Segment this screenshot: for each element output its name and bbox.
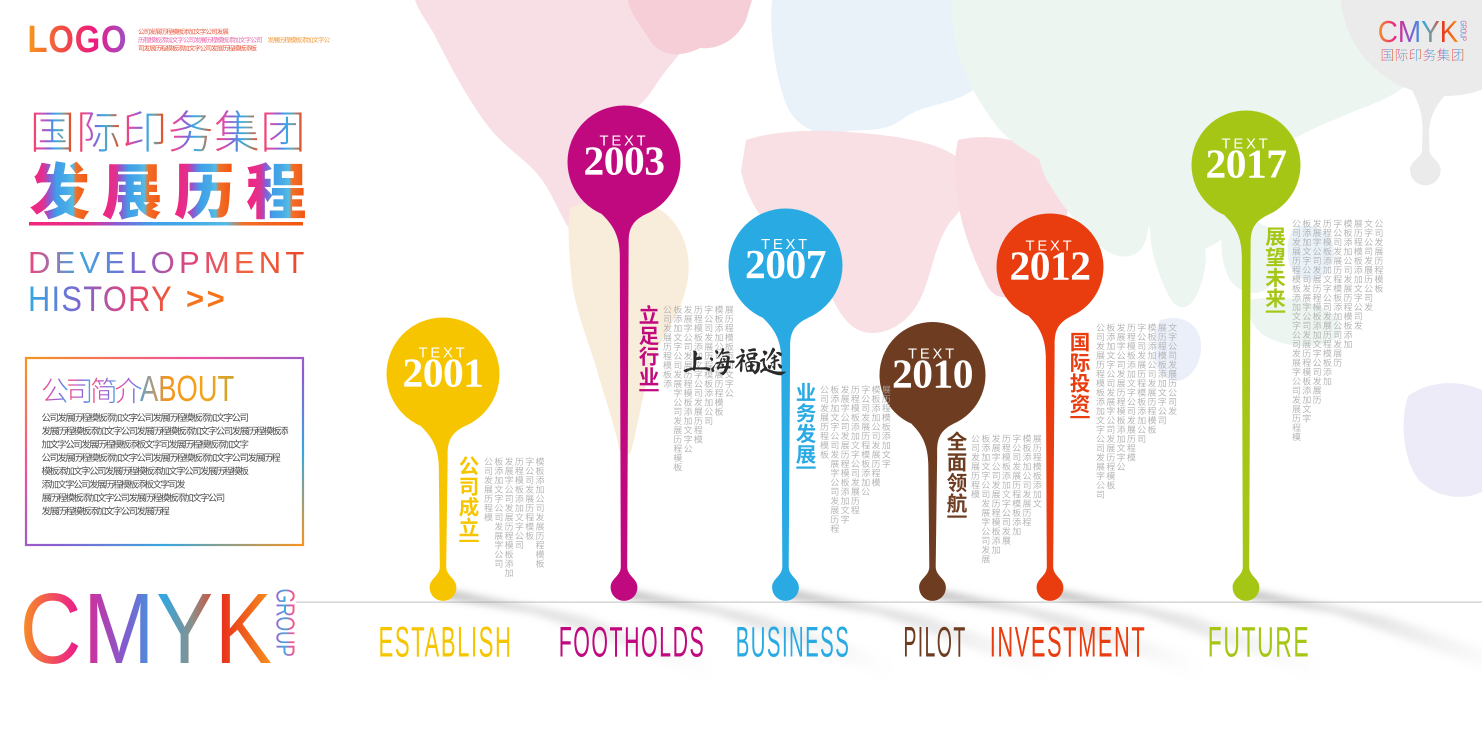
svg-text:PILOT: PILOT xyxy=(903,619,966,667)
svg-text:CMYK: CMYK xyxy=(20,573,274,685)
svg-text:2007: 2007 xyxy=(745,241,826,287)
svg-text:2003: 2003 xyxy=(584,138,665,184)
svg-text:BUSINESS: BUSINESS xyxy=(736,620,850,667)
svg-text:2012: 2012 xyxy=(1010,243,1091,289)
svg-text:TEXT: TEXT xyxy=(418,346,467,362)
svg-text:2010: 2010 xyxy=(892,351,973,397)
svg-text:2001: 2001 xyxy=(403,350,484,396)
svg-text:TEXT: TEXT xyxy=(1221,137,1270,153)
svg-text:LOGO: LOGO xyxy=(28,18,128,61)
svg-text:FUTURE: FUTURE xyxy=(1208,619,1311,666)
svg-text:DEVELOPMENT: DEVELOPMENT xyxy=(28,245,308,280)
svg-text:>>: >> xyxy=(186,281,227,316)
svg-text:ESTABLISH: ESTABLISH xyxy=(379,619,513,667)
svg-text:TEXT: TEXT xyxy=(599,134,648,150)
svg-text:ABOUT: ABOUT xyxy=(140,368,234,409)
svg-text:CMYK: CMYK xyxy=(1378,15,1459,50)
svg-text:2017: 2017 xyxy=(1206,141,1287,187)
svg-text:HISTORY: HISTORY xyxy=(28,279,173,318)
svg-text:TEXT: TEXT xyxy=(908,347,957,363)
svg-text:FOOTHOLDS: FOOTHOLDS xyxy=(559,620,706,667)
svg-text:GROUP: GROUP xyxy=(271,589,301,657)
svg-text:INVESTMENT: INVESTMENT xyxy=(990,619,1146,667)
svg-text:TEXT: TEXT xyxy=(1025,239,1074,255)
svg-text:TEXT: TEXT xyxy=(761,237,810,253)
svg-text:GROUP: GROUP xyxy=(1458,21,1469,41)
